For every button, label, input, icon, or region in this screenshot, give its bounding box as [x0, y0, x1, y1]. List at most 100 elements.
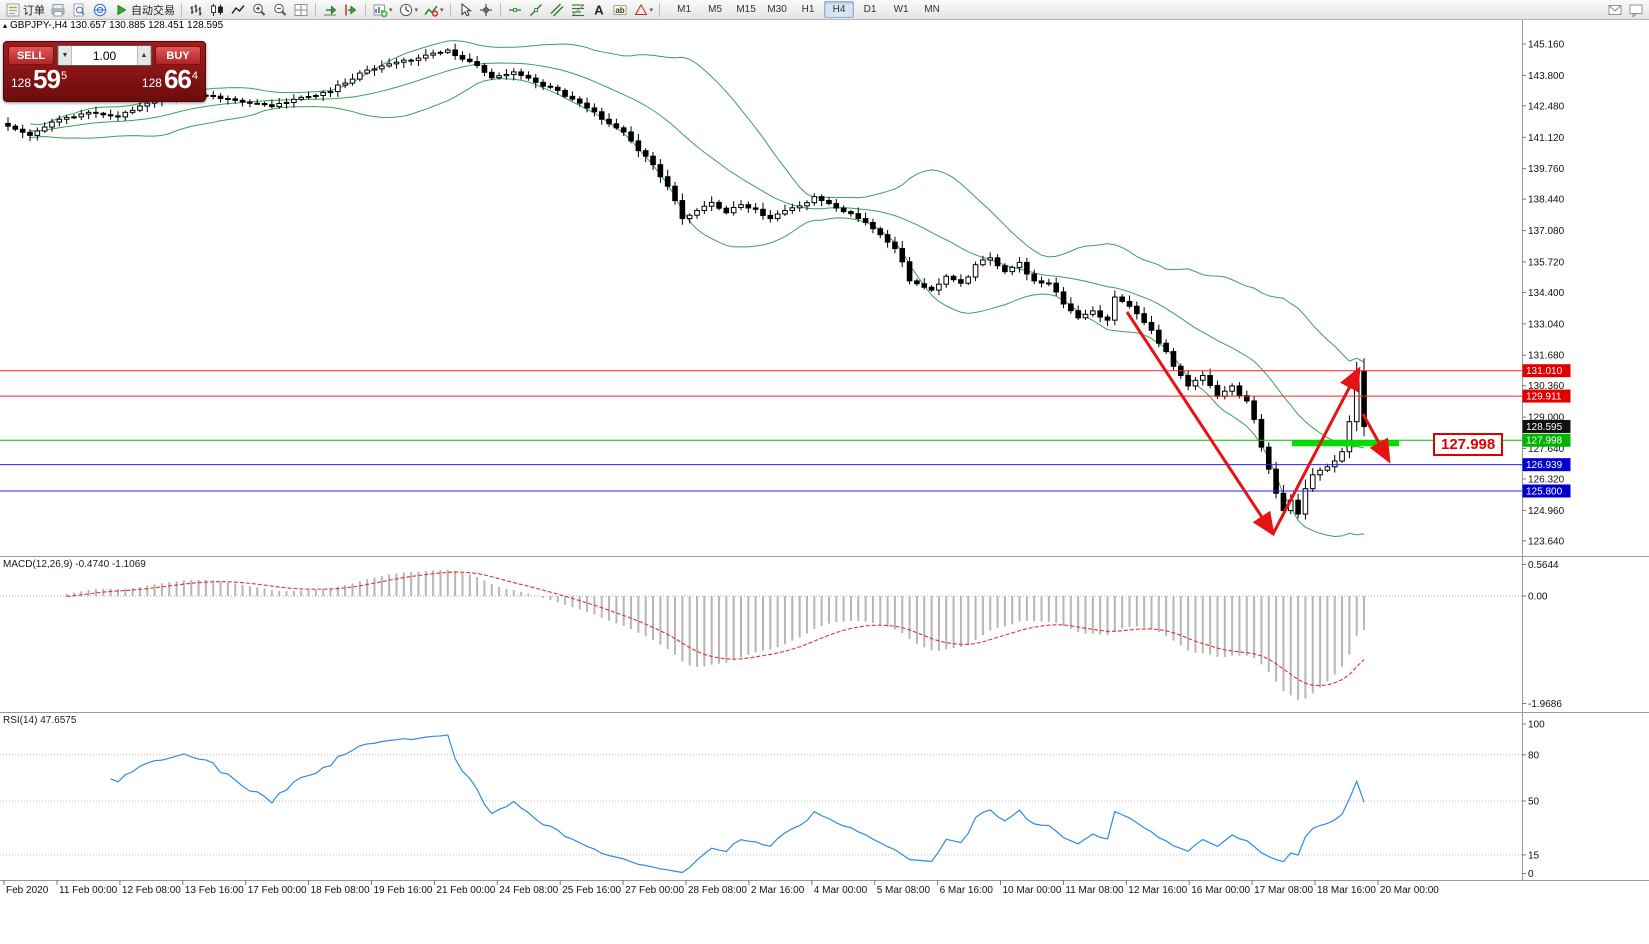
- candlestick-chart-icon: [209, 2, 225, 18]
- cursor-icon: [457, 2, 473, 18]
- macd-scale: 0.5644 0.00 -1.9686: [1522, 560, 1562, 710]
- zoom-out-button[interactable]: [270, 1, 290, 18]
- bar-chart-button[interactable]: [186, 1, 206, 18]
- tf-button-w1[interactable]: W1: [893, 4, 909, 15]
- trend-arrow-1[interactable]: [1125, 311, 1275, 537]
- tile-windows-button[interactable]: [291, 1, 311, 18]
- svg-text:133.040: 133.040: [1528, 319, 1565, 330]
- one-click-top-row: SELL ▼ 1.00 ▲ BUY: [4, 42, 205, 66]
- one-click-trading-panel: SELL ▼ 1.00 ▲ BUY 128 59 5 128 66 4: [3, 41, 206, 102]
- svg-text:127.998: 127.998: [1526, 436, 1563, 447]
- new-order-button[interactable]: 订单: [3, 1, 47, 18]
- tile-windows-icon: [293, 2, 309, 18]
- svg-text:126.939: 126.939: [1526, 460, 1563, 471]
- price-annotation-label[interactable]: 127.998: [1433, 433, 1504, 456]
- tf-button-h1[interactable]: H1: [801, 4, 815, 15]
- dropdown-arrow-icon: ▾: [440, 6, 444, 14]
- svg-text:0.00: 0.00: [1528, 592, 1548, 603]
- chart-shift-icon: [343, 2, 359, 18]
- news-button[interactable]: [1605, 1, 1625, 18]
- symbol-arrow-icon: ▴: [3, 21, 8, 30]
- tf-button-m1[interactable]: M1: [677, 4, 692, 15]
- bid-main: 128: [11, 76, 32, 90]
- svg-text:19 Feb 16:00: 19 Feb 16:00: [374, 885, 433, 896]
- svg-text:21 Feb 00:00: 21 Feb 00:00: [436, 885, 495, 896]
- volume-input[interactable]: 1.00: [92, 48, 117, 63]
- svg-text:11 Feb 00:00: 11 Feb 00:00: [59, 885, 118, 896]
- candlestick-chart-button[interactable]: [207, 1, 227, 18]
- svg-text:124.960: 124.960: [1528, 506, 1565, 517]
- svg-text:0.5644: 0.5644: [1528, 560, 1559, 571]
- volume-increase-button[interactable]: ▲: [137, 46, 151, 65]
- chat-icon: [1628, 2, 1644, 18]
- cursor-button[interactable]: [455, 1, 475, 18]
- svg-text:5 Mar 08:00: 5 Mar 08:00: [877, 885, 931, 896]
- sell-button[interactable]: SELL: [8, 46, 54, 65]
- chart-shift-button[interactable]: [341, 1, 361, 18]
- indicators-button[interactable]: ▾: [421, 1, 446, 18]
- horizontal-line-button[interactable]: [505, 1, 525, 18]
- buy-button[interactable]: BUY: [155, 46, 201, 65]
- print-button[interactable]: [48, 1, 68, 18]
- auto-trading-icon: [113, 2, 129, 18]
- toolbar-separator: [499, 2, 501, 17]
- zoom-in-icon: [251, 2, 267, 18]
- line-chart-button[interactable]: [228, 1, 248, 18]
- print-preview-button[interactable]: [69, 1, 89, 18]
- svg-text:20 Mar 00:00: 20 Mar 00:00: [1380, 885, 1439, 896]
- tf-button-m5[interactable]: M5: [708, 4, 723, 15]
- bid-price: 128 59 5: [11, 66, 67, 92]
- tf-button-h4[interactable]: H4: [824, 1, 855, 18]
- toolbar-separator: [365, 2, 366, 17]
- toolbar-separator: [181, 2, 182, 17]
- crosshair-button[interactable]: [476, 1, 496, 18]
- svg-text:80: 80: [1528, 750, 1540, 761]
- equidistant-channel-button[interactable]: [547, 1, 567, 18]
- web-publish-button[interactable]: [90, 1, 110, 18]
- price-tag: [1522, 458, 1571, 472]
- svg-text:11 Mar 08:00: 11 Mar 08:00: [1065, 885, 1124, 896]
- text-button[interactable]: A: [589, 1, 609, 18]
- time-axis: Feb 2020 11 Feb 00:00 12 Feb 08:00 13 Feb 1…: [3, 880, 1439, 896]
- svg-text:137.080: 137.080: [1528, 226, 1565, 237]
- text-icon: A: [591, 2, 607, 18]
- indicators-icon: [423, 2, 439, 18]
- dropdown-arrow-icon: ▾: [414, 6, 419, 14]
- svg-text:134.400: 134.400: [1528, 288, 1565, 299]
- tf-button-d1[interactable]: D1: [863, 4, 877, 15]
- toolbar-separator: [315, 2, 316, 17]
- chat-button[interactable]: [1626, 1, 1646, 18]
- text-label-button[interactable]: ab: [610, 1, 630, 18]
- trend-arrow-2[interactable]: [1271, 366, 1361, 535]
- auto-trading-button[interactable]: 自动交易: [111, 1, 177, 18]
- print-preview-icon: [71, 2, 87, 18]
- svg-text:2 Mar 16:00: 2 Mar 16:00: [751, 885, 805, 896]
- chart-ohlc-header: ▴ GBPJPY-,H4 130.657 130.885 128.451 128…: [3, 20, 223, 31]
- auto-trading-button-label: 自动交易: [131, 4, 175, 17]
- trend-arrow-3[interactable]: [1361, 413, 1391, 464]
- one-click-quotes: 128 59 5 128 66 4: [4, 66, 205, 92]
- price-scale: 145.160 143.800 142.480 141.120 139.760 138.4…: [1522, 40, 1571, 547]
- svg-text:0: 0: [1528, 869, 1534, 880]
- zoom-in-button[interactable]: [249, 1, 269, 18]
- bar-chart-icon: [188, 2, 204, 18]
- profiles-button[interactable]: ▾: [396, 1, 421, 18]
- toolbar-separator: [659, 2, 661, 17]
- volume-decrease-button[interactable]: ▼: [58, 46, 72, 65]
- svg-text:18 Feb 08:00: 18 Feb 08:00: [311, 885, 370, 896]
- arrows-button[interactable]: ▾: [631, 1, 656, 18]
- rsi-label: RSI(14) 47.6575: [3, 715, 77, 726]
- trendline-button[interactable]: [526, 1, 546, 18]
- svg-text:145.160: 145.160: [1528, 40, 1565, 51]
- tf-button-m15[interactable]: M15: [736, 4, 756, 15]
- tf-button-m30[interactable]: M30: [767, 4, 787, 15]
- print-icon: [50, 2, 66, 18]
- auto-scroll-button[interactable]: [320, 1, 340, 18]
- svg-text:15: 15: [1528, 850, 1540, 861]
- svg-text:100: 100: [1528, 720, 1545, 731]
- fibonacci-button[interactable]: [568, 1, 588, 18]
- tf-button-mn[interactable]: MN: [924, 4, 940, 15]
- new-chart-button[interactable]: ▾: [370, 1, 395, 18]
